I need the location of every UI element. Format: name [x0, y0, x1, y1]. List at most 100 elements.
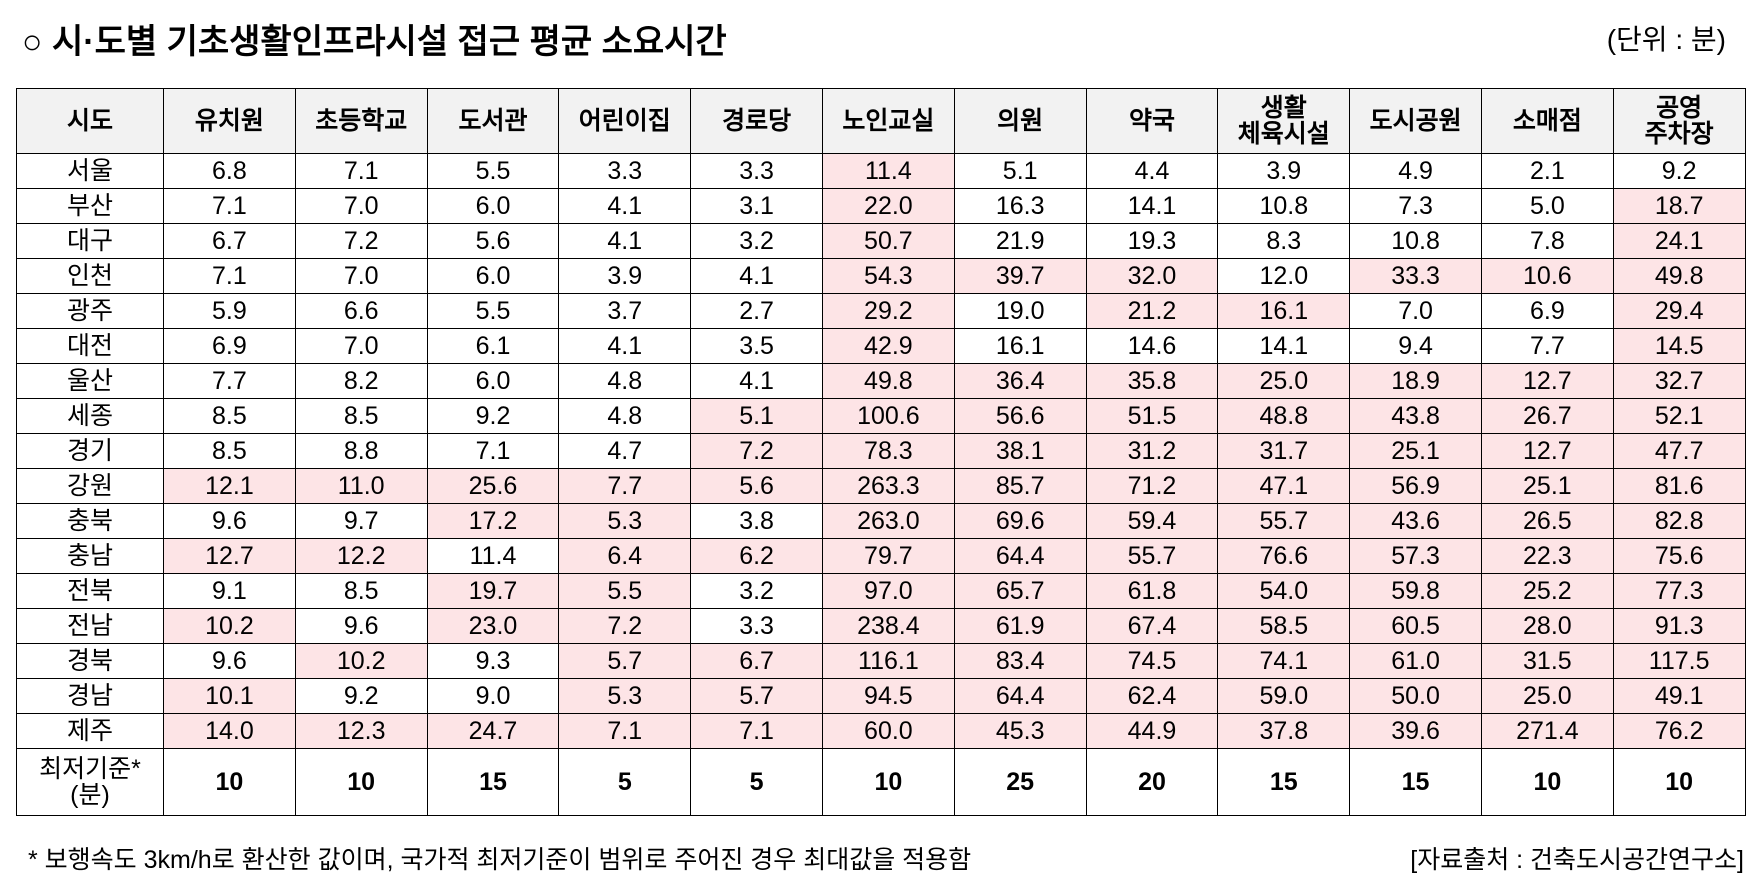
standard-cell: 10: [1612, 748, 1746, 816]
region-cell: 대구: [16, 223, 164, 259]
standard-cell: 20: [1085, 748, 1219, 816]
value-cell: 9.6: [294, 608, 428, 644]
value-cell: 21.2: [1085, 293, 1219, 329]
standard-cell: 10: [294, 748, 428, 816]
value-cell: 26.5: [1480, 503, 1614, 539]
value-cell: 4.1: [690, 258, 823, 294]
standard-cell: 10: [1480, 748, 1614, 816]
value-cell: 38.1: [953, 433, 1087, 469]
value-cell: 5.7: [690, 678, 823, 714]
value-cell: 3.7: [558, 293, 692, 329]
column-header: 생활 체육시설: [1217, 88, 1351, 154]
region-cell: 울산: [16, 363, 164, 399]
value-cell: 19.0: [953, 293, 1087, 329]
value-cell: 10.1: [163, 678, 296, 714]
value-cell: 64.4: [953, 538, 1087, 574]
value-cell: 3.3: [690, 153, 823, 189]
value-cell: 3.9: [558, 258, 692, 294]
value-cell: 24.1: [1612, 223, 1746, 259]
value-cell: 14.1: [1085, 188, 1219, 224]
column-header: 의원: [953, 88, 1087, 154]
value-cell: 9.1: [163, 573, 296, 609]
value-cell: 91.3: [1612, 608, 1746, 644]
value-cell: 7.7: [558, 468, 692, 504]
value-cell: 5.7: [558, 643, 692, 679]
value-cell: 50.7: [821, 223, 955, 259]
value-cell: 3.3: [690, 608, 823, 644]
value-cell: 25.0: [1217, 363, 1351, 399]
standard-cell: 5: [558, 748, 692, 816]
value-cell: 6.7: [690, 643, 823, 679]
value-cell: 10.8: [1217, 188, 1351, 224]
value-cell: 31.5: [1480, 643, 1614, 679]
value-cell: 61.9: [953, 608, 1087, 644]
column-header: 유치원: [163, 88, 296, 154]
value-cell: 8.5: [163, 433, 296, 469]
value-cell: 11.4: [821, 153, 955, 189]
value-cell: 3.1: [690, 188, 823, 224]
value-cell: 54.3: [821, 258, 955, 294]
value-cell: 21.9: [953, 223, 1087, 259]
value-cell: 6.9: [1480, 293, 1614, 329]
value-cell: 32.0: [1085, 258, 1219, 294]
value-cell: 5.3: [558, 678, 692, 714]
value-cell: 74.1: [1217, 643, 1351, 679]
value-cell: 43.8: [1349, 398, 1482, 434]
table-row: 대전 6.9 7.0 6.1 4.1 3.5 42.9 16.1 14.6 14.1 9.4 7.7 1…: [16, 328, 1746, 364]
value-cell: 2.1: [1480, 153, 1614, 189]
value-cell: 116.1: [821, 643, 955, 679]
column-header: 도서관: [426, 88, 560, 154]
region-cell: 경북: [16, 643, 164, 679]
value-cell: 16.3: [953, 188, 1087, 224]
standard-cell: 15: [426, 748, 560, 816]
value-cell: 12.1: [163, 468, 296, 504]
value-cell: 76.2: [1612, 713, 1746, 749]
value-cell: 85.7: [953, 468, 1087, 504]
value-cell: 7.7: [163, 363, 296, 399]
value-cell: 25.0: [1480, 678, 1614, 714]
value-cell: 61.0: [1349, 643, 1482, 679]
value-cell: 71.2: [1085, 468, 1219, 504]
value-cell: 48.8: [1217, 398, 1351, 434]
value-cell: 7.1: [163, 258, 296, 294]
value-cell: 7.8: [1480, 223, 1614, 259]
value-cell: 3.8: [690, 503, 823, 539]
value-cell: 7.7: [1480, 328, 1614, 364]
table-row: 부산 7.1 7.0 6.0 4.1 3.1 22.0 16.3 14.1 10.8 7.3 5.0 1…: [16, 188, 1746, 224]
value-cell: 6.9: [163, 328, 296, 364]
column-header: 노인교실: [821, 88, 955, 154]
column-header: 어린이집: [558, 88, 692, 154]
value-cell: 9.6: [163, 643, 296, 679]
value-cell: 3.2: [690, 573, 823, 609]
value-cell: 9.0: [426, 678, 560, 714]
value-cell: 17.2: [426, 503, 560, 539]
value-cell: 51.5: [1085, 398, 1219, 434]
table-row: 충남 12.7 12.2 11.4 6.4 6.2 79.7 64.4 55.7 76.6 57.3…: [16, 538, 1746, 574]
value-cell: 5.6: [690, 468, 823, 504]
value-cell: 78.3: [821, 433, 955, 469]
value-cell: 3.2: [690, 223, 823, 259]
region-cell: 충북: [16, 503, 164, 539]
table-row: 서울 6.8 7.1 5.5 3.3 3.3 11.4 5.1 4.4 3.9 4.9 2.1 9.2: [16, 153, 1746, 189]
value-cell: 32.7: [1612, 363, 1746, 399]
value-cell: 57.3: [1349, 538, 1482, 574]
value-cell: 6.2: [690, 538, 823, 574]
value-cell: 19.7: [426, 573, 560, 609]
value-cell: 25.1: [1349, 433, 1482, 469]
column-header: 경로당: [690, 88, 823, 154]
table-row: 대구 6.7 7.2 5.6 4.1 3.2 50.7 21.9 19.3 8.3 10.8 7.8 2…: [16, 223, 1746, 259]
value-cell: 43.6: [1349, 503, 1482, 539]
value-cell: 8.5: [294, 398, 428, 434]
value-cell: 25.6: [426, 468, 560, 504]
value-cell: 9.7: [294, 503, 428, 539]
value-cell: 9.2: [426, 398, 560, 434]
table-row: 강원 12.1 11.0 25.6 7.7 5.6 263.3 85.7 71.2 47.1 56.…: [16, 468, 1746, 504]
standard-label: 최저기준* (분): [16, 748, 164, 816]
value-cell: 7.3: [1349, 188, 1482, 224]
value-cell: 59.0: [1217, 678, 1351, 714]
value-cell: 6.6: [294, 293, 428, 329]
value-cell: 16.1: [1217, 293, 1351, 329]
value-cell: 117.5: [1612, 643, 1746, 679]
value-cell: 31.2: [1085, 433, 1219, 469]
value-cell: 56.9: [1349, 468, 1482, 504]
